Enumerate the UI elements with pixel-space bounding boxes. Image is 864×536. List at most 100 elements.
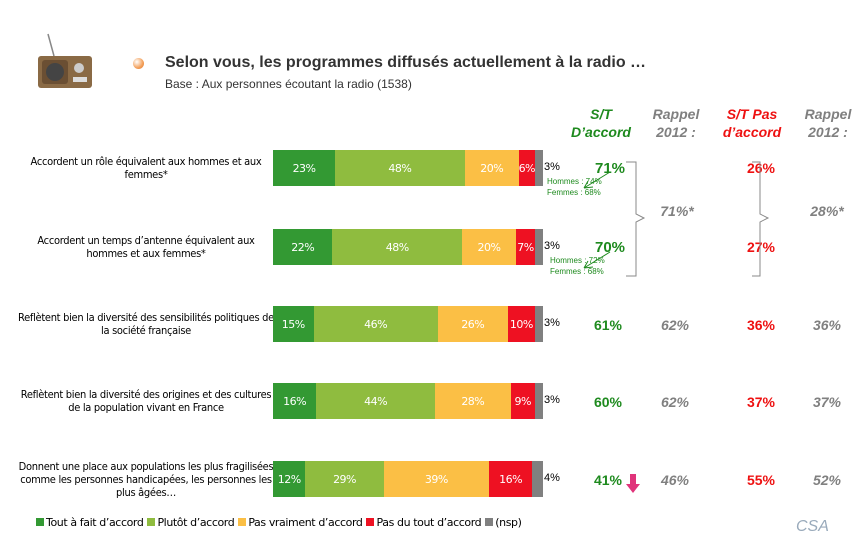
rappel1-value: 62% [660, 317, 690, 333]
rappel1-value: 62% [660, 394, 690, 410]
legend-label: Pas du tout d’accord [376, 516, 482, 529]
bar-segment [534, 229, 543, 265]
legend-label: (nsp) [495, 516, 522, 529]
bar-segment: 12% [273, 461, 306, 497]
rappel2-value: 36% [812, 317, 842, 333]
data-label: 6% [518, 161, 536, 175]
nsp-label: 4% [544, 472, 560, 484]
bar-segment: 22% [273, 229, 333, 265]
data-label: 48% [388, 161, 412, 175]
bar-segment: 7% [516, 229, 535, 265]
bar-segment [534, 383, 543, 419]
bar-segment: 26% [437, 306, 508, 342]
bar-segment: 20% [464, 150, 519, 186]
bar-segment [532, 461, 543, 497]
legend-label: Pas vraiment d’accord [248, 516, 363, 529]
bar-segment: 48% [332, 229, 462, 265]
legend-item: Plutôt d’accord [147, 516, 235, 529]
nsp-label: 3% [544, 240, 560, 252]
st-accord-value: 71% [594, 160, 626, 177]
st-pas-value: 27% [746, 239, 776, 255]
bar-segment: 6% [518, 150, 536, 186]
nsp-label: 3% [544, 317, 560, 329]
row-label: Accordent un temps d’antenne équivalent … [37, 234, 255, 260]
data-label: 22% [291, 240, 315, 254]
femmes-value: Femmes : 68% [550, 267, 604, 276]
bar-segment: 16% [489, 461, 533, 497]
page-title: Selon vous, les programmes diffusés actu… [165, 54, 647, 71]
col-rappel-1: Rappel 2012 : [652, 106, 700, 140]
bar-segment: 46% [313, 306, 438, 342]
data-label: 20% [480, 161, 504, 175]
legend-item: Pas vraiment d’accord [238, 516, 363, 529]
st-accord-value: 61% [593, 317, 623, 333]
col-st-accord: S/T D’accord [571, 106, 631, 140]
data-label: 16% [499, 472, 523, 486]
data-label: 7% [517, 240, 534, 254]
data-label: 29% [333, 472, 357, 486]
data-label: 23% [292, 161, 316, 175]
bar-segment: 23% [273, 150, 336, 186]
csa-logo: CSA [796, 518, 829, 535]
bar-segment: 10% [507, 306, 535, 342]
rappel1-value: 46% [660, 472, 690, 488]
bar-segment: 28% [435, 383, 511, 419]
row-label: Accordent un rôle équivalent aux hommes … [30, 155, 262, 181]
bar-segment: 48% [335, 150, 465, 186]
st-accord-value: 70% [594, 239, 626, 256]
bar-segment: 15% [273, 306, 314, 342]
rappel2-value: 37% [812, 394, 842, 410]
legend-label: Plutôt d’accord [157, 516, 235, 529]
legend-item: Pas du tout d’accord [366, 516, 482, 529]
bar-segment: 16% [273, 383, 317, 419]
st-accord-value: 41% [593, 472, 623, 488]
hommes-value: Hommes : 74% [547, 177, 602, 186]
bar-segment: 29% [305, 461, 384, 497]
st-accord-value: 60% [593, 394, 623, 410]
data-label: 46% [364, 317, 388, 331]
data-label: 9% [514, 394, 532, 408]
legend-item: (nsp) [485, 516, 522, 529]
bar-segment: 9% [510, 383, 535, 419]
data-label: 44% [364, 394, 388, 408]
st-pas-value: 37% [746, 394, 776, 410]
data-label: 28% [461, 394, 485, 408]
hommes-value: Hommes : 72% [550, 256, 605, 265]
legend-label: Tout à fait d’accord [46, 516, 144, 529]
arrow-icon [583, 171, 611, 189]
page-subtitle: Base : Aux personnes écoutant la radio (… [165, 77, 412, 91]
bar-segment: 39% [383, 461, 489, 497]
st-pas-value: 55% [746, 472, 776, 488]
data-label: 12% [277, 472, 301, 486]
st-pas-value: 36% [746, 317, 776, 333]
legend-swatch [366, 518, 375, 526]
data-label: 10% [509, 317, 533, 331]
femmes-value: Femmes : 68% [547, 188, 601, 197]
bar-segment [534, 150, 543, 186]
brackets [583, 161, 770, 277]
col-st-pas: S/T Pas d’accord [722, 106, 782, 140]
bullet-icon [133, 58, 144, 69]
legend: Tout à fait d’accord Plutôt d’accord Pas v… [36, 516, 522, 529]
bar-segment: 44% [316, 383, 435, 419]
legend-swatch [485, 518, 494, 526]
row-label: Reflètent bien la diversité des origines… [20, 388, 272, 414]
rappel1-grouped: 71%* [660, 203, 694, 219]
st-pas-value: 26% [746, 160, 776, 176]
legend-swatch [36, 518, 44, 526]
row-label: Donnent une place aux populations les pl… [18, 459, 274, 499]
data-label: 15% [281, 317, 305, 331]
radio-image [38, 33, 92, 88]
bar-segment [534, 306, 543, 342]
down-arrow-icon [626, 474, 640, 493]
rappel2-value: 52% [812, 472, 842, 488]
data-label: 20% [477, 240, 501, 254]
nsp-label: 3% [544, 394, 560, 406]
legend-swatch [147, 518, 156, 526]
col-rappel-2: Rappel 2012 : [804, 106, 852, 140]
legend-swatch [238, 518, 247, 526]
row-label: Reflètent bien la diversité des sensibil… [18, 311, 274, 337]
data-label: 39% [424, 472, 448, 486]
data-label: 16% [283, 394, 307, 408]
nsp-label: 3% [544, 161, 560, 173]
